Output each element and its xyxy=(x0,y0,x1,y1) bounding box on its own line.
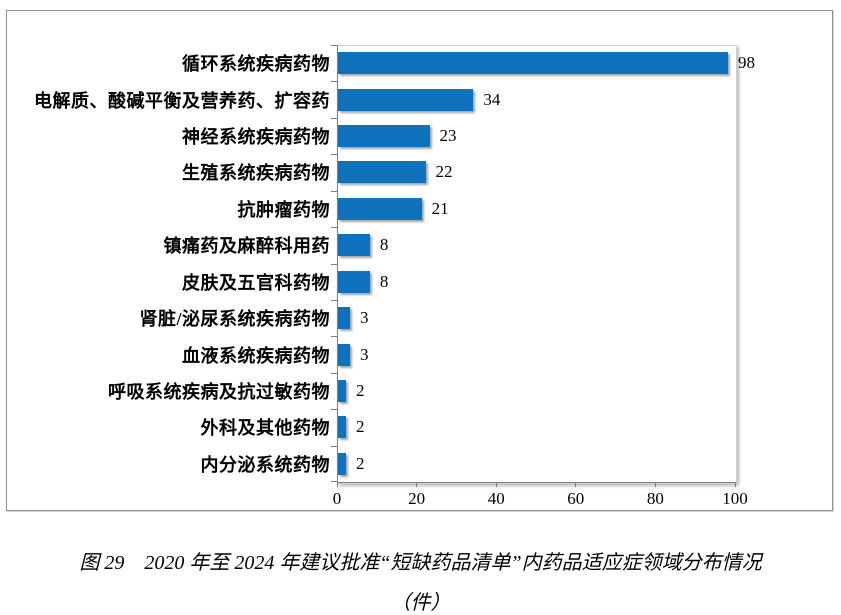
bar-value-label: 22 xyxy=(435,162,453,182)
category-axis-tick xyxy=(331,373,337,374)
x-tick-label: 40 xyxy=(487,489,505,508)
category-label: 外科及其他药物 xyxy=(200,418,330,439)
bar-value-label: 34 xyxy=(483,89,501,109)
category-label: 电解质、酸碱平衡及营养药、扩容药 xyxy=(34,90,330,111)
figure-caption: 图 29 2020 年至 2024 年建议批准“短缺药品清单”内药品适应症领域分… xyxy=(79,552,762,574)
value-axis-line xyxy=(337,482,736,483)
category-axis-tick xyxy=(331,191,337,192)
category-axis-tick xyxy=(331,118,337,119)
bar-value-label: 8 xyxy=(379,235,389,255)
bar xyxy=(338,52,729,75)
bar xyxy=(338,452,346,475)
bar xyxy=(338,307,350,330)
category-axis-tick xyxy=(331,227,337,228)
x-tick-label: 60 xyxy=(567,489,585,508)
category-label: 镇痛药及麻醉科用药 xyxy=(163,236,330,257)
bar xyxy=(338,161,426,184)
bar-value-label: 21 xyxy=(431,198,449,218)
value-axis-tick xyxy=(734,482,736,487)
bar xyxy=(338,270,370,293)
plot-area xyxy=(337,45,737,484)
category-label: 皮肤及五官科药物 xyxy=(182,272,330,293)
bar-value-label: 3 xyxy=(359,344,369,364)
category-axis-tick xyxy=(331,81,337,82)
figure-caption-unit: （件） xyxy=(390,592,451,614)
bar xyxy=(338,125,430,148)
category-label: 神经系统疾病药物 xyxy=(182,127,330,148)
category-axis-tick xyxy=(331,446,337,447)
value-axis-tick xyxy=(336,482,338,487)
value-axis-tick xyxy=(575,482,577,487)
category-label: 呼吸系统疾病及抗过敏药物 xyxy=(108,381,330,402)
bar-value-label: 23 xyxy=(439,126,457,146)
category-label: 循环系统疾病药物 xyxy=(182,54,330,75)
category-axis-tick xyxy=(331,300,337,301)
bar-value-label: 8 xyxy=(379,271,389,291)
bar-value-label: 2 xyxy=(355,417,365,437)
bars-layer: 98 34 23 22 21 8 8 3 3 2 2 2 0 20 40 60 80 100 xyxy=(331,45,837,508)
value-axis-tick xyxy=(416,482,418,487)
bar-value-label: 2 xyxy=(355,453,365,473)
category-label: 内分泌系统药物 xyxy=(200,454,330,475)
x-tick-label: 80 xyxy=(646,489,664,508)
x-tick-label: 100 xyxy=(722,489,748,508)
x-tick-label: 20 xyxy=(408,489,426,508)
category-axis-tick xyxy=(331,336,337,337)
category-label: 肾脏/泌尿系统疾病药物 xyxy=(139,309,330,330)
bar xyxy=(338,379,346,402)
category-label: 生殖系统疾病药物 xyxy=(182,163,330,184)
chart-frame: 循环系统疾病药物电解质、酸碱平衡及营养药、扩容药神经系统疾病药物 生殖系统疾病药物… xyxy=(6,10,833,511)
category-label: 血液系统疾病药物 xyxy=(182,345,330,366)
x-tick-label: 0 xyxy=(332,489,342,508)
bar xyxy=(338,88,474,111)
bar xyxy=(338,343,350,366)
category-axis-tick xyxy=(331,154,337,155)
bar-value-label: 3 xyxy=(359,308,369,328)
category-label: 抗肿瘤药物 xyxy=(237,199,330,220)
bar xyxy=(338,197,422,220)
value-axis-tick xyxy=(654,482,656,487)
category-axis-tick xyxy=(331,45,337,46)
bar-value-label: 98 xyxy=(738,53,756,73)
category-axis-tick xyxy=(331,409,337,410)
category-axis-tick xyxy=(331,264,337,265)
category-axis-labels: 循环系统疾病药物电解质、酸碱平衡及营养药、扩容药神经系统疾病药物 生殖系统疾病药物… xyxy=(7,45,338,482)
value-axis-tick xyxy=(495,482,497,487)
category-axis-line xyxy=(337,45,338,483)
bar xyxy=(338,416,346,439)
bar xyxy=(338,234,370,257)
category-axis-tick xyxy=(331,481,337,482)
bar-value-label: 2 xyxy=(355,380,365,400)
